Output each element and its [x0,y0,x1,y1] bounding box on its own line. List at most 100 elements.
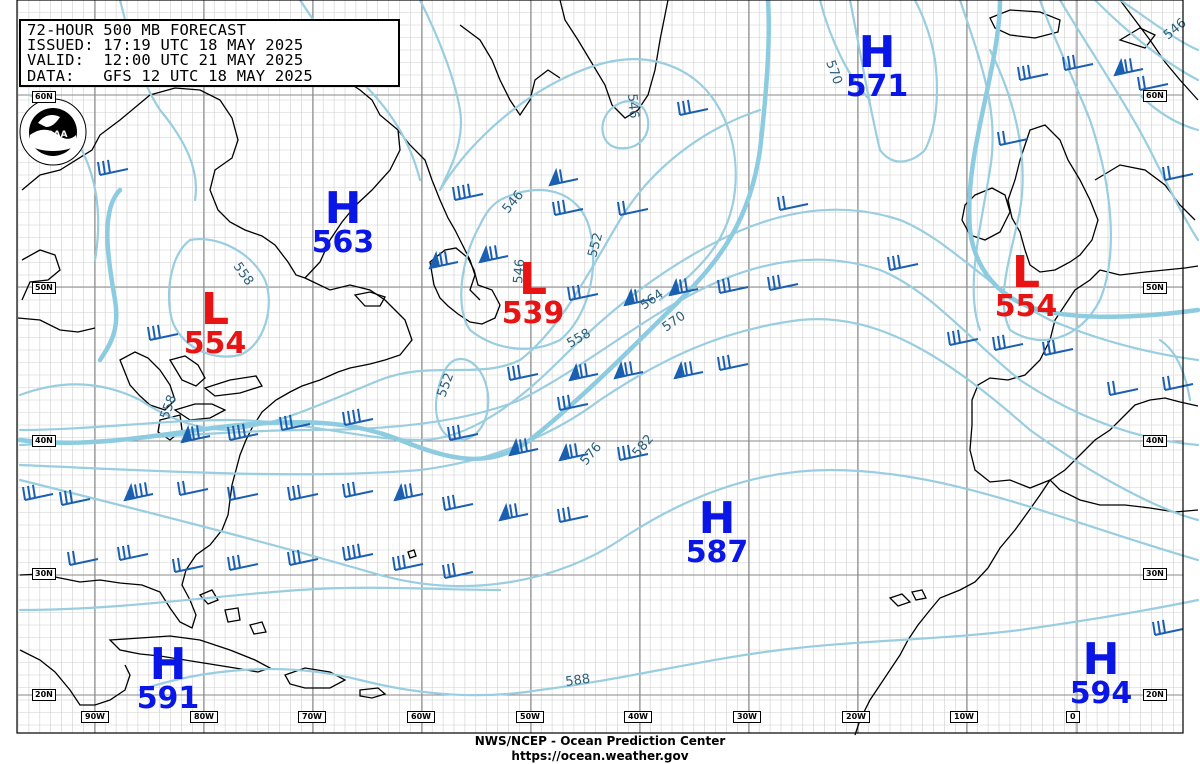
latitude-label: 30N [32,568,56,580]
latitude-label: 30N [1143,568,1167,580]
header-data: DATA: GFS 12 UTC 18 MAY 2025 [27,66,313,85]
forecast-header: 72-HOUR 500 MB FORECAST ISSUED: 17:19 UT… [19,19,400,87]
header-valid: VALID: 12:00 UTC 21 MAY 2025 [27,51,304,70]
wind-barb [1042,339,1074,356]
wind-barb [548,167,579,187]
latitude-label: 60N [1143,90,1167,102]
wind-barb [508,437,539,457]
latitude-label: 20N [32,689,56,701]
longitude-label: 80W [190,711,218,723]
longitude-label: 70W [298,711,326,723]
wind-barb [673,360,704,380]
wind-barb [227,554,259,571]
wind-barb [617,200,649,216]
wind-barb [227,423,259,441]
header-title: 72-HOUR 500 MB FORECAST [27,21,247,39]
latitude-label: 50N [1143,282,1167,294]
footer: NWS/NCEP - Ocean Prediction Center https… [0,734,1200,763]
longitude-label: 20W [842,711,870,723]
longitude-label: 50W [516,711,544,723]
high-center: H 587 [685,493,749,570]
contour-label: 546 [624,93,641,119]
wind-barb [287,484,319,501]
wind-barb [180,424,211,444]
wind-barb [428,250,459,270]
header-issued: ISSUED: 17:19 UTC 18 MAY 2025 [27,36,304,55]
latitude-label: 60N [32,91,56,103]
footer-agency: NWS/NCEP - Ocean Prediction Center [474,734,726,748]
wind-barb [59,489,91,506]
wind-barb [123,482,154,502]
longitude-label: 90W [81,711,109,723]
wind-barb [147,324,179,341]
wind-barb [1152,619,1184,636]
wind-barb [177,480,209,496]
wind-barb [279,414,311,431]
height-contours [18,0,1200,697]
wind-barb [717,277,749,294]
wind-barb [777,195,809,211]
wind-barb [442,494,474,511]
wind-barb [887,254,919,271]
wind-barb [677,99,709,116]
wind-barb [342,543,374,561]
wind-barb [1062,54,1094,71]
wind-barb [623,287,654,307]
wind-barb [507,364,539,381]
wind-barb [452,183,484,201]
wind-barb [22,484,54,501]
wind-barb [567,284,599,301]
wind-barb [342,408,374,426]
latitude-label: 50N [32,282,56,294]
high-center: H 594 [1069,634,1133,711]
wind-barb [67,550,99,566]
wind-barb [227,485,259,501]
wind-barb [287,549,319,566]
footer-url: https://ocean.weather.gov [511,748,689,763]
wind-barb [717,354,749,371]
wind-barb [558,442,589,462]
wind-barb [498,502,529,522]
wind-barb [767,274,799,291]
wind-barb [393,482,424,502]
longitude-label: 30W [733,711,761,723]
contour-label: 546 [511,258,528,284]
high-center: H 591 [136,639,200,716]
contour-label: 588 [564,672,591,690]
wind-barb [557,394,589,411]
longitude-label: 40W [624,711,652,723]
wind-barb [668,277,699,297]
wind-barb [557,506,589,523]
wind-barb [552,199,584,216]
wind-barb [1113,57,1144,77]
low-center: L 554 [994,247,1058,324]
wind-barb [1017,64,1049,81]
wind-barb [342,481,374,498]
noaa-logo-text: NOAA [39,130,68,140]
wind-barb [1107,380,1139,396]
wind-barb [947,329,979,346]
wind-barb [568,362,599,382]
wind-barb [478,244,509,264]
low-center: L 539 [501,254,565,331]
wind-barb [1162,375,1194,391]
latitude-label: 20N [1143,689,1167,701]
wind-barb [97,159,129,176]
wind-barb [992,334,1024,351]
wind-barb [1137,75,1169,91]
longitude-label: 0 [1066,711,1080,723]
wind-barbs [22,54,1194,636]
wind-barb [442,562,474,579]
latitude-label: 40N [32,435,56,447]
wind-barb [617,444,649,461]
high-center: H 563 [311,183,375,260]
high-center: H 571 [845,27,909,104]
contour-label: 552 [585,231,606,259]
wind-barb [447,424,479,441]
wind-barb [172,557,204,573]
longitude-label: 10W [950,711,978,723]
wind-barb [613,360,644,380]
wind-barb [117,544,149,561]
wind-barb [997,130,1029,146]
